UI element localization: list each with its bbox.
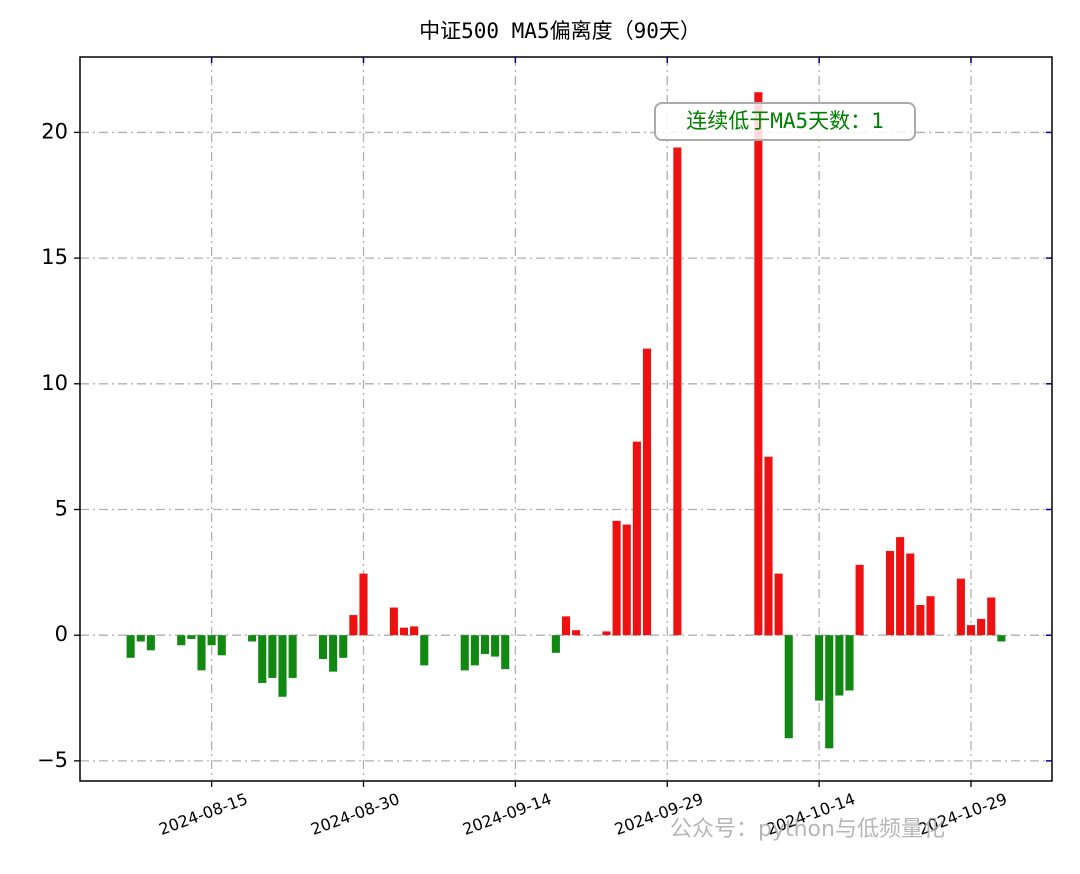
bar: [622, 524, 631, 636]
bar: [987, 597, 996, 636]
bar: [642, 348, 652, 636]
bar: [572, 630, 581, 636]
annotation: 连续低于MA5天数：1: [686, 109, 884, 133]
bar: [602, 631, 611, 636]
bar: [136, 635, 145, 642]
bar: [288, 635, 297, 678]
annotation-box: [654, 102, 916, 141]
bar: [470, 635, 479, 666]
bar: [916, 605, 925, 636]
y-tick-label: 15: [41, 245, 68, 269]
y-tick-label: 0: [55, 622, 68, 646]
bar: [956, 578, 965, 636]
bar: [480, 635, 490, 655]
y-tick-label: 10: [41, 371, 68, 395]
bar: [248, 635, 257, 642]
bar: [885, 550, 895, 636]
bar: [835, 635, 844, 696]
bar: [754, 92, 763, 636]
bar: [177, 635, 186, 646]
bar: [784, 635, 793, 739]
bar: [399, 627, 409, 636]
y-tick-label: −5: [37, 748, 68, 772]
bar: [420, 635, 429, 666]
bar: [906, 553, 915, 636]
bar: [612, 520, 621, 636]
bar: [197, 635, 206, 671]
bar: [855, 564, 864, 636]
chart-title: 中证500 MA5偏离度（90天）: [419, 19, 701, 43]
bar: [339, 635, 348, 658]
bar: [845, 635, 854, 691]
bar: [926, 596, 935, 636]
bar: [825, 635, 834, 749]
bar: [997, 635, 1006, 642]
bar: [389, 607, 398, 636]
y-tick-label: 20: [41, 119, 68, 143]
bar: [268, 635, 277, 678]
bar: [217, 635, 226, 656]
bar: [632, 441, 641, 636]
bar: [207, 635, 216, 646]
bar: [359, 573, 368, 636]
bar: [460, 635, 469, 671]
bar: [278, 635, 287, 697]
bar: [349, 615, 358, 636]
y-tick-label: 5: [55, 497, 68, 521]
bar: [561, 616, 571, 636]
bar: [551, 635, 560, 653]
bar: [146, 635, 155, 651]
bar: [410, 626, 419, 636]
bar: [815, 635, 824, 701]
bar: [187, 635, 196, 639]
bar: [977, 618, 986, 636]
bar: [501, 635, 510, 670]
bar: [126, 635, 135, 658]
plot-frame: [79, 56, 1053, 782]
bar: [896, 537, 905, 636]
bar: [774, 573, 783, 636]
bar: [329, 635, 338, 672]
bar: [318, 635, 328, 660]
bar: [966, 625, 976, 636]
bar: [764, 456, 773, 636]
bar: [491, 635, 500, 657]
bar: [673, 147, 682, 636]
watermark: 公众号：python与低频量化: [670, 817, 945, 842]
bar: [258, 635, 267, 683]
